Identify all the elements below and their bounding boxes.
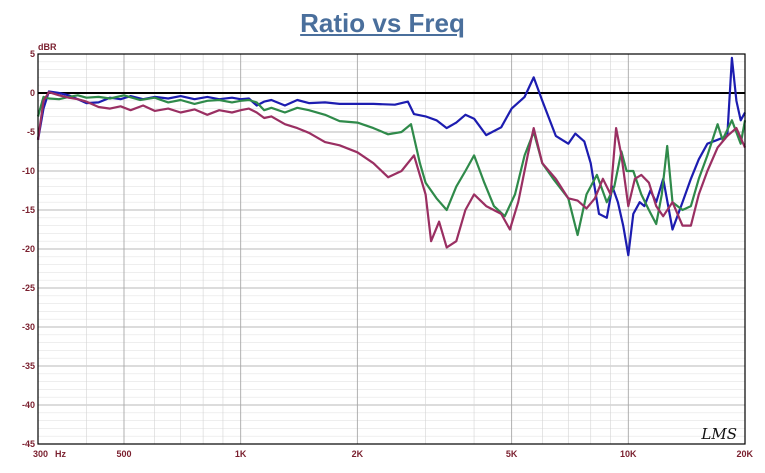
- plot-frame: [37, 53, 746, 445]
- y-tick-labels: 5 0 -5 -10 -15 -20 -25 -30 -35 -40 -45: [22, 49, 35, 449]
- y-tick-label: -20: [22, 244, 35, 254]
- y-tick-label: -25: [22, 283, 35, 293]
- series-line-3: [36, 91, 747, 249]
- lms-logo: LMS: [700, 425, 737, 443]
- x-tick-labels: 300 500 1K 2K 5K 10K 20K: [33, 449, 753, 459]
- y-tick-label: 5: [30, 49, 35, 59]
- x-tick-label: 10K: [620, 449, 637, 459]
- x-unit-label: Hz: [55, 449, 66, 459]
- x-tick-label: 20K: [736, 449, 753, 459]
- x-tick-label: 1K: [235, 449, 247, 459]
- x-tick-label: 2K: [352, 449, 364, 459]
- x-tick-label: 5K: [506, 449, 518, 459]
- grid-layer: [37, 53, 746, 445]
- y-tick-label: -45: [22, 439, 35, 449]
- y-axis-label: dBR: [38, 42, 57, 52]
- series-layer: [36, 56, 747, 257]
- y-tick-label: -40: [22, 400, 35, 410]
- y-tick-label: -35: [22, 361, 35, 371]
- y-tick-label: -5: [27, 127, 35, 137]
- series-line-2: [36, 94, 747, 237]
- chart-title: Ratio vs Freq: [300, 8, 465, 38]
- x-tick-label: 300: [33, 449, 48, 459]
- y-tick-label: -15: [22, 205, 35, 215]
- y-tick-label: 0: [30, 88, 35, 98]
- y-tick-label: -10: [22, 166, 35, 176]
- y-tick-label: -30: [22, 322, 35, 332]
- x-tick-label: 500: [116, 449, 131, 459]
